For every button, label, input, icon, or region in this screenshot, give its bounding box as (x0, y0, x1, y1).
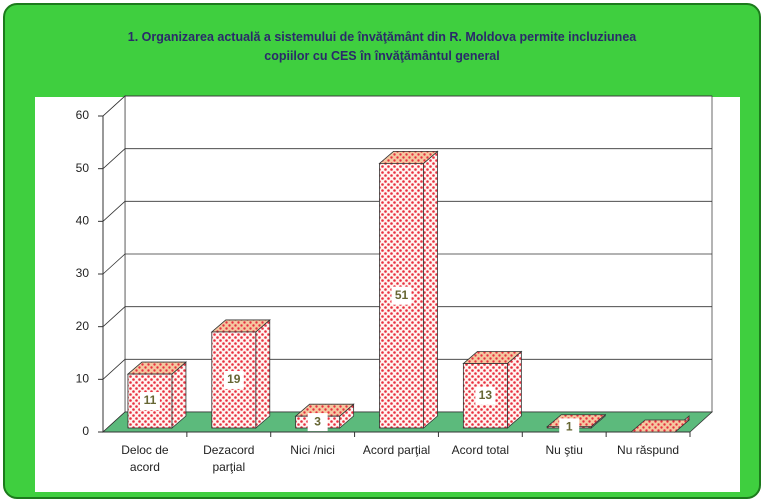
grid-line (102, 306, 712, 327)
bar-side (423, 150, 438, 429)
y-tick-label: 10 (76, 372, 90, 386)
x-tick-label: Nu ştiu (545, 443, 583, 457)
grid-line (102, 200, 712, 222)
value-label-box (307, 413, 328, 432)
value-label: 19 (227, 372, 241, 386)
x-tick-label: Acord total (451, 443, 510, 457)
bar-top (629, 419, 691, 433)
title-line: copiilor cu CES în învăţământul general (264, 49, 500, 63)
bar: 11 (126, 361, 188, 429)
value-label-box (391, 286, 412, 305)
y-tick-label: 60 (76, 108, 90, 122)
value-label: 1 (566, 420, 573, 434)
chart-title: 1. Organizarea actuală a sistemului de î… (0, 28, 764, 66)
value-label: 11 (144, 393, 157, 407)
bar: 19 (210, 319, 271, 429)
value-label-box (475, 386, 496, 405)
value-label-box (559, 418, 580, 437)
y-tick-label: 50 (76, 161, 90, 175)
value-label: 51 (395, 288, 409, 302)
bar: 1 (546, 413, 607, 437)
bar: 3 (294, 403, 355, 432)
x-tick-label: Acord parţial (362, 443, 431, 457)
y-tick-label: 0 (82, 424, 89, 438)
grid-line (102, 253, 712, 275)
bar-side (506, 350, 522, 429)
y-tick-label: 30 (76, 266, 90, 280)
bar (629, 415, 691, 433)
value-label: 13 (479, 388, 493, 402)
grid-line (102, 148, 712, 169)
bar: 51 (378, 150, 439, 429)
x-tick-label: Dezacord parţial (203, 443, 255, 474)
value-label-box (139, 392, 160, 411)
grid-line (102, 95, 712, 117)
title-line: 1. Organizarea actuală a sistemului de î… (127, 30, 637, 44)
x-tick-label: Nici /nici (290, 443, 335, 457)
value-label: 3 (314, 414, 321, 428)
x-tick-label: Deloc de acord (121, 443, 169, 474)
y-tick-label: 40 (76, 214, 90, 228)
value-label-box (223, 370, 244, 389)
bar-side (255, 319, 271, 429)
x-tick-label: Nu răspund (617, 443, 680, 457)
y-tick-label: 20 (76, 319, 90, 333)
bar: 13 (462, 350, 523, 429)
